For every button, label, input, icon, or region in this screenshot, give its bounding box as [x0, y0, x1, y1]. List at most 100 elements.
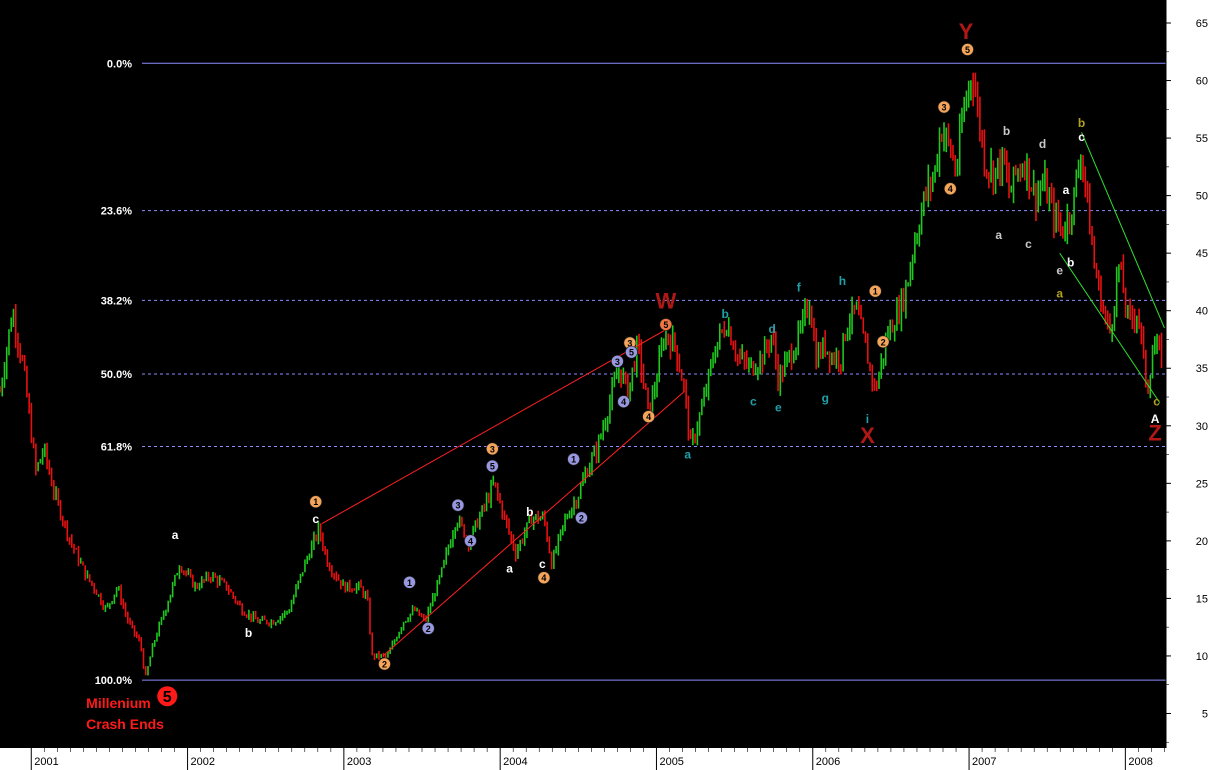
y-tick-label: 55: [1196, 133, 1208, 145]
wave-count-circle: [567, 452, 580, 466]
fib-level-label: 38.2%: [101, 295, 132, 307]
wave-count-number: 3: [942, 103, 947, 113]
wave-count-marker: 3: [486, 442, 499, 456]
wave-degree-label: Y: [959, 19, 974, 44]
chart-note: Millenium: [86, 695, 151, 711]
wave-count-circle: [611, 355, 624, 368]
wave-letter-label: b: [245, 626, 252, 640]
x-tick-label: 2005: [659, 756, 683, 768]
wave-degree-label: X: [860, 423, 875, 448]
y-tick-label: 25: [1196, 478, 1208, 490]
channel-line: [1059, 252, 1161, 404]
wave-count-circle: [961, 43, 974, 56]
wave-count-marker: 2: [421, 622, 435, 635]
wave-count-number: 2: [426, 624, 431, 634]
wave-count-circle: [659, 318, 673, 331]
wave-letter-label: e: [775, 400, 782, 414]
wave-count-number: 4: [541, 573, 546, 583]
wave-letter-label: c: [312, 512, 319, 526]
wave-letter-label: a: [1063, 183, 1070, 197]
wave-count-marker: 4: [464, 534, 477, 548]
wave-count-marker: 1: [567, 452, 580, 466]
wave-count-marker: 2: [575, 511, 588, 525]
wave-count-marker: 4: [944, 182, 957, 196]
wave-count-circle: [937, 100, 951, 114]
chart-note: Crash Ends: [86, 716, 164, 732]
wave-letter-label: f: [797, 281, 802, 295]
x-axis-panel: [0, 748, 1166, 770]
wave-count-marker: 2: [876, 335, 890, 349]
wave-letter-label: d: [1039, 137, 1046, 151]
y-tick-label: 5: [1202, 708, 1208, 720]
wave-count-number: 4: [621, 397, 626, 407]
note-badge: 5: [157, 686, 178, 707]
wave-count-number: 4: [948, 184, 953, 194]
wave-letter-label: b: [1078, 116, 1085, 130]
fib-level-label: 61.8%: [101, 441, 132, 453]
wave-letter-label: c: [1153, 395, 1160, 409]
wave-count-number: 2: [881, 337, 886, 347]
wave-count-circle: [625, 345, 638, 359]
wave-count-circle: [876, 335, 890, 349]
wave-count-number: 5: [663, 320, 668, 330]
wave-letter-label: c: [1078, 130, 1085, 144]
y-axis-panel: [1166, 0, 1216, 770]
wave-labels: YWX Z5341253434121234512345abcabcabcdefgh…: [172, 19, 1162, 671]
wave-letter-label: i: [866, 412, 869, 426]
wave-count-number: 5: [490, 462, 495, 472]
wave-count-marker: 3: [937, 100, 951, 114]
wave-count-circle: [617, 395, 630, 408]
wave-count-circle: [378, 657, 391, 671]
x-tick-label: 2008: [1128, 756, 1152, 768]
wave-count-marker: 4: [537, 571, 551, 584]
y-tick-label: 50: [1196, 191, 1208, 203]
wave-count-number: 1: [407, 578, 412, 588]
wave-count-marker: 1: [403, 575, 416, 589]
wave-count-marker: 5: [486, 459, 499, 473]
wave-count-circle: [868, 284, 882, 298]
y-tick-label: 20: [1196, 536, 1208, 548]
x-tick-label: 2003: [347, 756, 371, 768]
y-tick-label: 30: [1196, 421, 1208, 433]
wave-count-circle: [486, 459, 499, 473]
wave-count-number: 1: [571, 455, 576, 465]
channel-line: [1081, 132, 1165, 329]
wave-count-circle: [451, 498, 465, 512]
fib-level-label: 0.0%: [107, 58, 132, 70]
wave-count-circle: [403, 575, 416, 589]
x-tick-label: 2007: [972, 756, 996, 768]
wave-letter-label: b: [1067, 255, 1074, 269]
y-tick-label: 15: [1196, 593, 1208, 605]
wave-count-number: 3: [627, 338, 632, 348]
wave-degree-label: Z: [1148, 421, 1161, 446]
y-tick-label: 35: [1196, 363, 1208, 375]
wave-count-number: 3: [615, 357, 620, 367]
wave-letter-label: a: [995, 228, 1002, 242]
wave-count-marker: 5: [961, 43, 974, 56]
wave-letter-label: g: [822, 391, 829, 405]
wave-count-number: 1: [873, 287, 878, 297]
x-axis: 2001 2002 2003 2004 2005 2006 2007 2008: [30, 748, 1165, 770]
wave-count-number: 2: [382, 659, 387, 669]
wave-count-marker: 5: [625, 345, 638, 359]
x-tick-label: 2004: [503, 756, 527, 768]
x-tick-label: 2001: [34, 756, 58, 768]
wave-letter-label: d: [768, 322, 775, 336]
wave-count-circle: [537, 571, 551, 584]
wave-count-circle: [575, 511, 588, 525]
y-axis: 5 10 15 20 25 30 35 40 45 50 55 60 65: [1165, 0, 1208, 748]
price-bars: [0, 72, 1163, 676]
wave-letter-label: c: [539, 557, 546, 571]
fib-level-label: 100.0%: [95, 675, 133, 687]
wave-count-number: 2: [579, 513, 584, 523]
wave-count-circle: [486, 442, 499, 456]
wave-letter-label: c: [750, 395, 757, 409]
fibonacci-levels: 0.0% 23.6% 38.2% 50.0% 61.8% 100.0%: [95, 58, 1166, 687]
wave-count-marker: 2: [378, 657, 391, 671]
wave-count-number: 4: [646, 412, 651, 422]
wave-count-number: 3: [455, 501, 460, 511]
wave-count-number: 4: [468, 536, 473, 546]
wave-letter-label: c: [1025, 237, 1032, 251]
